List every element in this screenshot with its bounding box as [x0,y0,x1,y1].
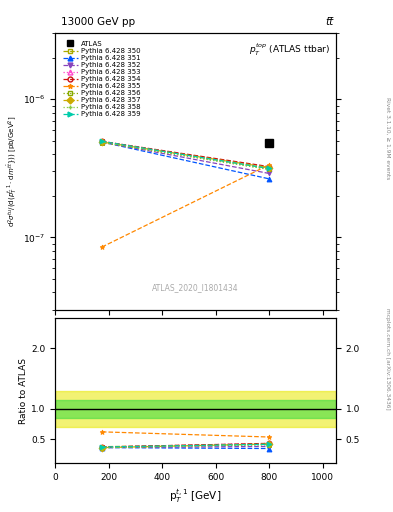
X-axis label: p$_T^{t,1}$ [GeV]: p$_T^{t,1}$ [GeV] [169,487,222,505]
Text: tt̅: tt̅ [325,16,333,27]
Text: 13000 GeV pp: 13000 GeV pp [61,16,135,27]
Bar [55,391,336,427]
Y-axis label: Ratio to ATLAS: Ratio to ATLAS [19,358,28,423]
Legend: ATLAS, Pythia 6.428 350, Pythia 6.428 351, Pythia 6.428 352, Pythia 6.428 353, P: ATLAS, Pythia 6.428 350, Pythia 6.428 35… [61,39,142,119]
Text: Rivet 3.1.10, ≥ 1.9M events: Rivet 3.1.10, ≥ 1.9M events [385,97,390,179]
Text: mcplots.cern.ch [arXiv:1306.3436]: mcplots.cern.ch [arXiv:1306.3436] [385,308,390,409]
Y-axis label: d$^2\sigma^{tu}$/(d$(p_T^{t,1}\cdot$d$m^{t\bar{t}}$})) [pb/GeV$^2$]: d$^2\sigma^{tu}$/(d$(p_T^{t,1}\cdot$d$m^… [6,116,20,227]
Bar [55,400,336,418]
Text: $p_T^{top}$ (ATLAS ttbar): $p_T^{top}$ (ATLAS ttbar) [249,41,331,58]
Text: ATLAS_2020_I1801434: ATLAS_2020_I1801434 [152,283,239,292]
